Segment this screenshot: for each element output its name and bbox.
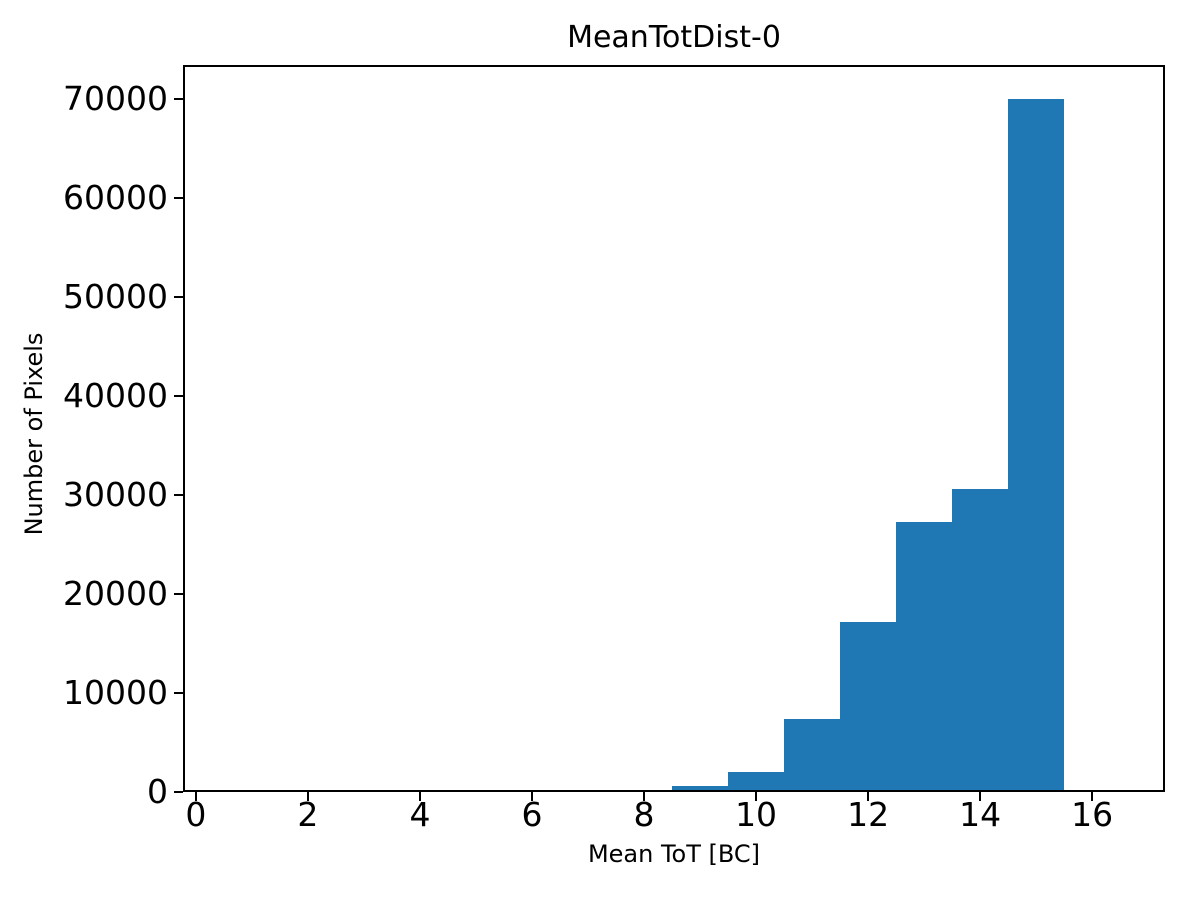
y-tick-label: 70000 <box>63 78 168 118</box>
x-tick-label: 8 <box>633 795 655 834</box>
y-tick-mark <box>174 691 183 694</box>
x-tick-mark <box>418 792 421 801</box>
x-tick-mark <box>755 792 758 801</box>
histogram-bar <box>1008 98 1065 790</box>
y-axis-label: Number of Pixels <box>20 332 48 536</box>
histogram-bar <box>672 786 729 790</box>
y-tick-label: 50000 <box>63 276 168 316</box>
y-tick-mark <box>174 791 183 793</box>
x-tick-label: 14 <box>959 795 1002 834</box>
y-tick-mark <box>174 592 183 595</box>
x-tick-mark <box>194 792 197 801</box>
plot-area <box>183 65 1165 792</box>
y-tick-label: 0 <box>147 772 168 811</box>
x-tick-label: 10 <box>735 795 778 834</box>
x-tick-mark <box>306 792 309 801</box>
x-tick-mark <box>643 792 646 801</box>
y-tick-label: 20000 <box>63 573 168 613</box>
histogram-bar <box>896 521 953 790</box>
x-tick-label: 16 <box>1071 795 1114 834</box>
histogram-bar <box>840 621 897 790</box>
x-tick-mark <box>1091 792 1094 801</box>
y-tick-mark <box>174 97 183 100</box>
y-tick-mark <box>174 196 183 199</box>
histogram-bar <box>728 772 785 790</box>
x-tick-mark <box>530 792 533 801</box>
x-tick-mark <box>979 792 982 801</box>
y-tick-label: 40000 <box>63 375 168 415</box>
y-tick-label: 10000 <box>63 672 168 712</box>
y-tick-mark <box>174 493 183 496</box>
histogram-bar <box>784 718 841 790</box>
x-tick-label: 2 <box>297 795 319 834</box>
chart-title: MeanTotDist-0 <box>567 20 781 55</box>
x-tick-label: 12 <box>847 795 890 834</box>
x-tick-label: 6 <box>521 795 543 834</box>
y-tick-mark <box>174 295 183 298</box>
y-tick-label: 30000 <box>63 474 168 514</box>
x-tick-label: 0 <box>185 795 207 834</box>
y-tick-mark <box>174 394 183 397</box>
y-tick-label: 60000 <box>63 177 168 217</box>
x-tick-mark <box>867 792 870 801</box>
x-tick-label: 4 <box>409 795 431 834</box>
histogram-bar <box>952 488 1009 790</box>
x-axis-label: Mean ToT [BC] <box>587 840 761 868</box>
